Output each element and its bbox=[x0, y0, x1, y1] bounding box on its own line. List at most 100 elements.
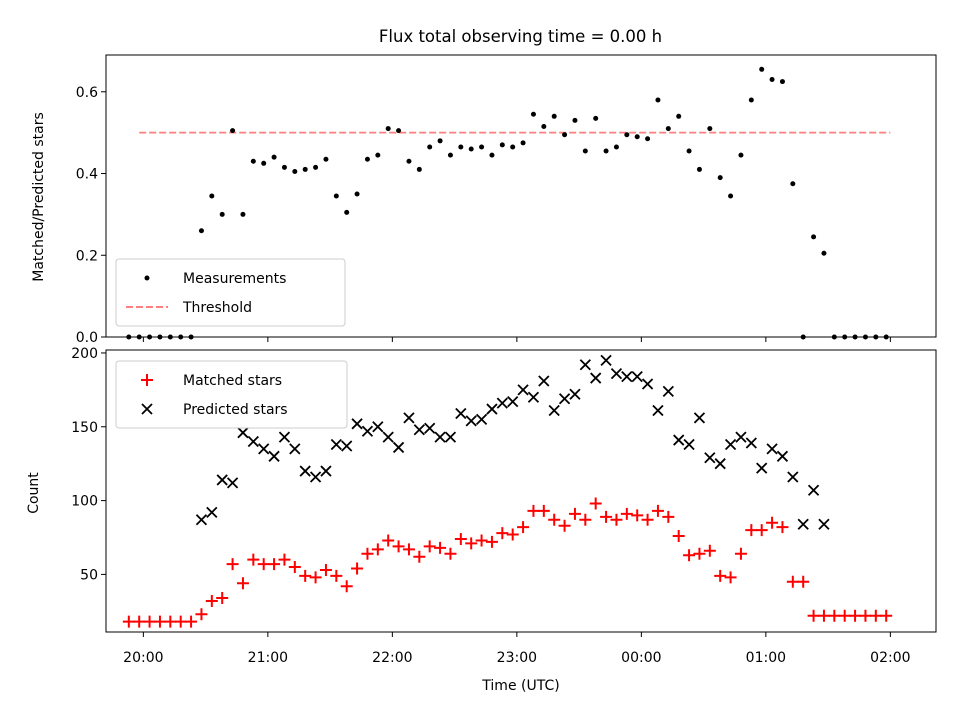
matched-point bbox=[755, 524, 768, 537]
predicted-point bbox=[610, 367, 623, 380]
predicted-point bbox=[569, 388, 581, 400]
top-y-tick-label: 0.4 bbox=[76, 167, 98, 183]
measurement-point bbox=[427, 144, 433, 150]
top-legend-box bbox=[115, 258, 346, 327]
predicted-point bbox=[538, 375, 550, 387]
measurement-point bbox=[406, 158, 412, 164]
predicted-point bbox=[496, 397, 508, 409]
measurement-point bbox=[261, 160, 267, 166]
measurement-point bbox=[396, 128, 402, 134]
matched-point bbox=[662, 510, 675, 523]
predicted-point bbox=[258, 443, 270, 455]
measurement-point bbox=[385, 126, 391, 132]
matched-point bbox=[631, 509, 644, 522]
predicted-point bbox=[309, 471, 322, 483]
legend-matched-marker bbox=[141, 374, 153, 386]
predicted-point bbox=[621, 370, 633, 383]
predicted-point bbox=[434, 431, 446, 443]
measurement-point bbox=[510, 144, 516, 150]
predicted-point bbox=[704, 452, 716, 464]
matched-point bbox=[714, 569, 727, 582]
predicted-point bbox=[818, 518, 830, 530]
matched-point bbox=[579, 513, 592, 526]
predicted-point bbox=[631, 370, 643, 383]
measurement-point bbox=[344, 209, 350, 215]
matched-point bbox=[288, 561, 301, 574]
matched-point bbox=[143, 615, 156, 628]
measurement-point bbox=[271, 154, 277, 160]
measurement-point bbox=[458, 144, 464, 150]
predicted-point bbox=[641, 378, 654, 390]
predicted-point bbox=[341, 440, 353, 452]
predicted-point bbox=[766, 443, 778, 455]
x-tick-label: 22:00 bbox=[372, 650, 412, 666]
predicted-point bbox=[392, 441, 405, 454]
matched-point bbox=[651, 504, 664, 517]
measurement-point bbox=[240, 211, 246, 217]
predicted-point bbox=[455, 407, 467, 420]
measurement-point bbox=[530, 111, 536, 117]
matched-point bbox=[869, 609, 882, 622]
matched-point bbox=[299, 569, 312, 582]
measurement-point bbox=[676, 113, 682, 119]
predicted-point bbox=[226, 477, 239, 489]
predicted-point bbox=[735, 431, 747, 443]
bottom-plot-area: 50 100 150 200 20:00 21:00 22:00 23:00 00:00 01:0… bbox=[71, 346, 910, 666]
measurement-point bbox=[645, 136, 651, 142]
matched-point bbox=[797, 575, 810, 588]
top-y-tick-label: 0.0 bbox=[76, 330, 98, 346]
predicted-point bbox=[486, 403, 498, 415]
predicted-point bbox=[320, 465, 332, 477]
matched-point bbox=[153, 615, 166, 628]
matched-point bbox=[413, 550, 426, 563]
measurement-point bbox=[354, 191, 360, 197]
predicted-point bbox=[548, 404, 560, 417]
measurement-point bbox=[686, 148, 692, 154]
predicted-point bbox=[403, 412, 415, 424]
measurement-point bbox=[562, 132, 568, 138]
matched-point bbox=[371, 543, 384, 556]
matched-point bbox=[454, 532, 467, 545]
top-y-tick-label: 0.2 bbox=[76, 248, 98, 264]
matched-point bbox=[620, 507, 633, 520]
measurement-point bbox=[219, 211, 225, 217]
legend-predicted-label: Predicted stars bbox=[183, 402, 288, 418]
matched-point bbox=[817, 609, 830, 622]
bottom-y-tick-label: 100 bbox=[71, 494, 98, 510]
predicted-point bbox=[776, 450, 789, 462]
measurement-point bbox=[499, 142, 505, 148]
matched-point bbox=[205, 594, 218, 607]
matched-point bbox=[734, 547, 747, 560]
measurement-point bbox=[551, 113, 557, 119]
matched-point bbox=[849, 609, 862, 622]
matched-point bbox=[589, 497, 602, 510]
bottom-legend: Matched stars Predicted stars bbox=[115, 360, 348, 429]
predicted-point bbox=[444, 431, 457, 443]
top-y-axis-label: Matched/Predicted stars bbox=[31, 112, 47, 282]
measurement-point bbox=[250, 158, 256, 164]
predicted-point bbox=[361, 425, 374, 437]
measurement-point bbox=[313, 164, 319, 170]
predicted-point bbox=[206, 506, 218, 519]
matched-point bbox=[361, 547, 374, 560]
predicted-point bbox=[527, 391, 540, 403]
measurement-point bbox=[593, 115, 599, 121]
measurement-point bbox=[198, 228, 204, 234]
predicted-point bbox=[579, 359, 591, 371]
predicted-point bbox=[662, 385, 674, 397]
matched-point bbox=[485, 535, 498, 548]
matched-point bbox=[434, 541, 447, 554]
predicted-point bbox=[787, 471, 799, 483]
matched-point bbox=[330, 569, 343, 582]
predicted-point bbox=[558, 393, 571, 405]
x-tick-label: 02:00 bbox=[870, 650, 910, 666]
predicted-point bbox=[216, 474, 228, 486]
matched-point bbox=[496, 527, 509, 540]
matched-point bbox=[392, 540, 405, 553]
legend-predicted-marker bbox=[141, 403, 153, 415]
matched-point bbox=[766, 516, 779, 529]
matched-point bbox=[786, 575, 799, 588]
measurement-point bbox=[769, 77, 775, 83]
